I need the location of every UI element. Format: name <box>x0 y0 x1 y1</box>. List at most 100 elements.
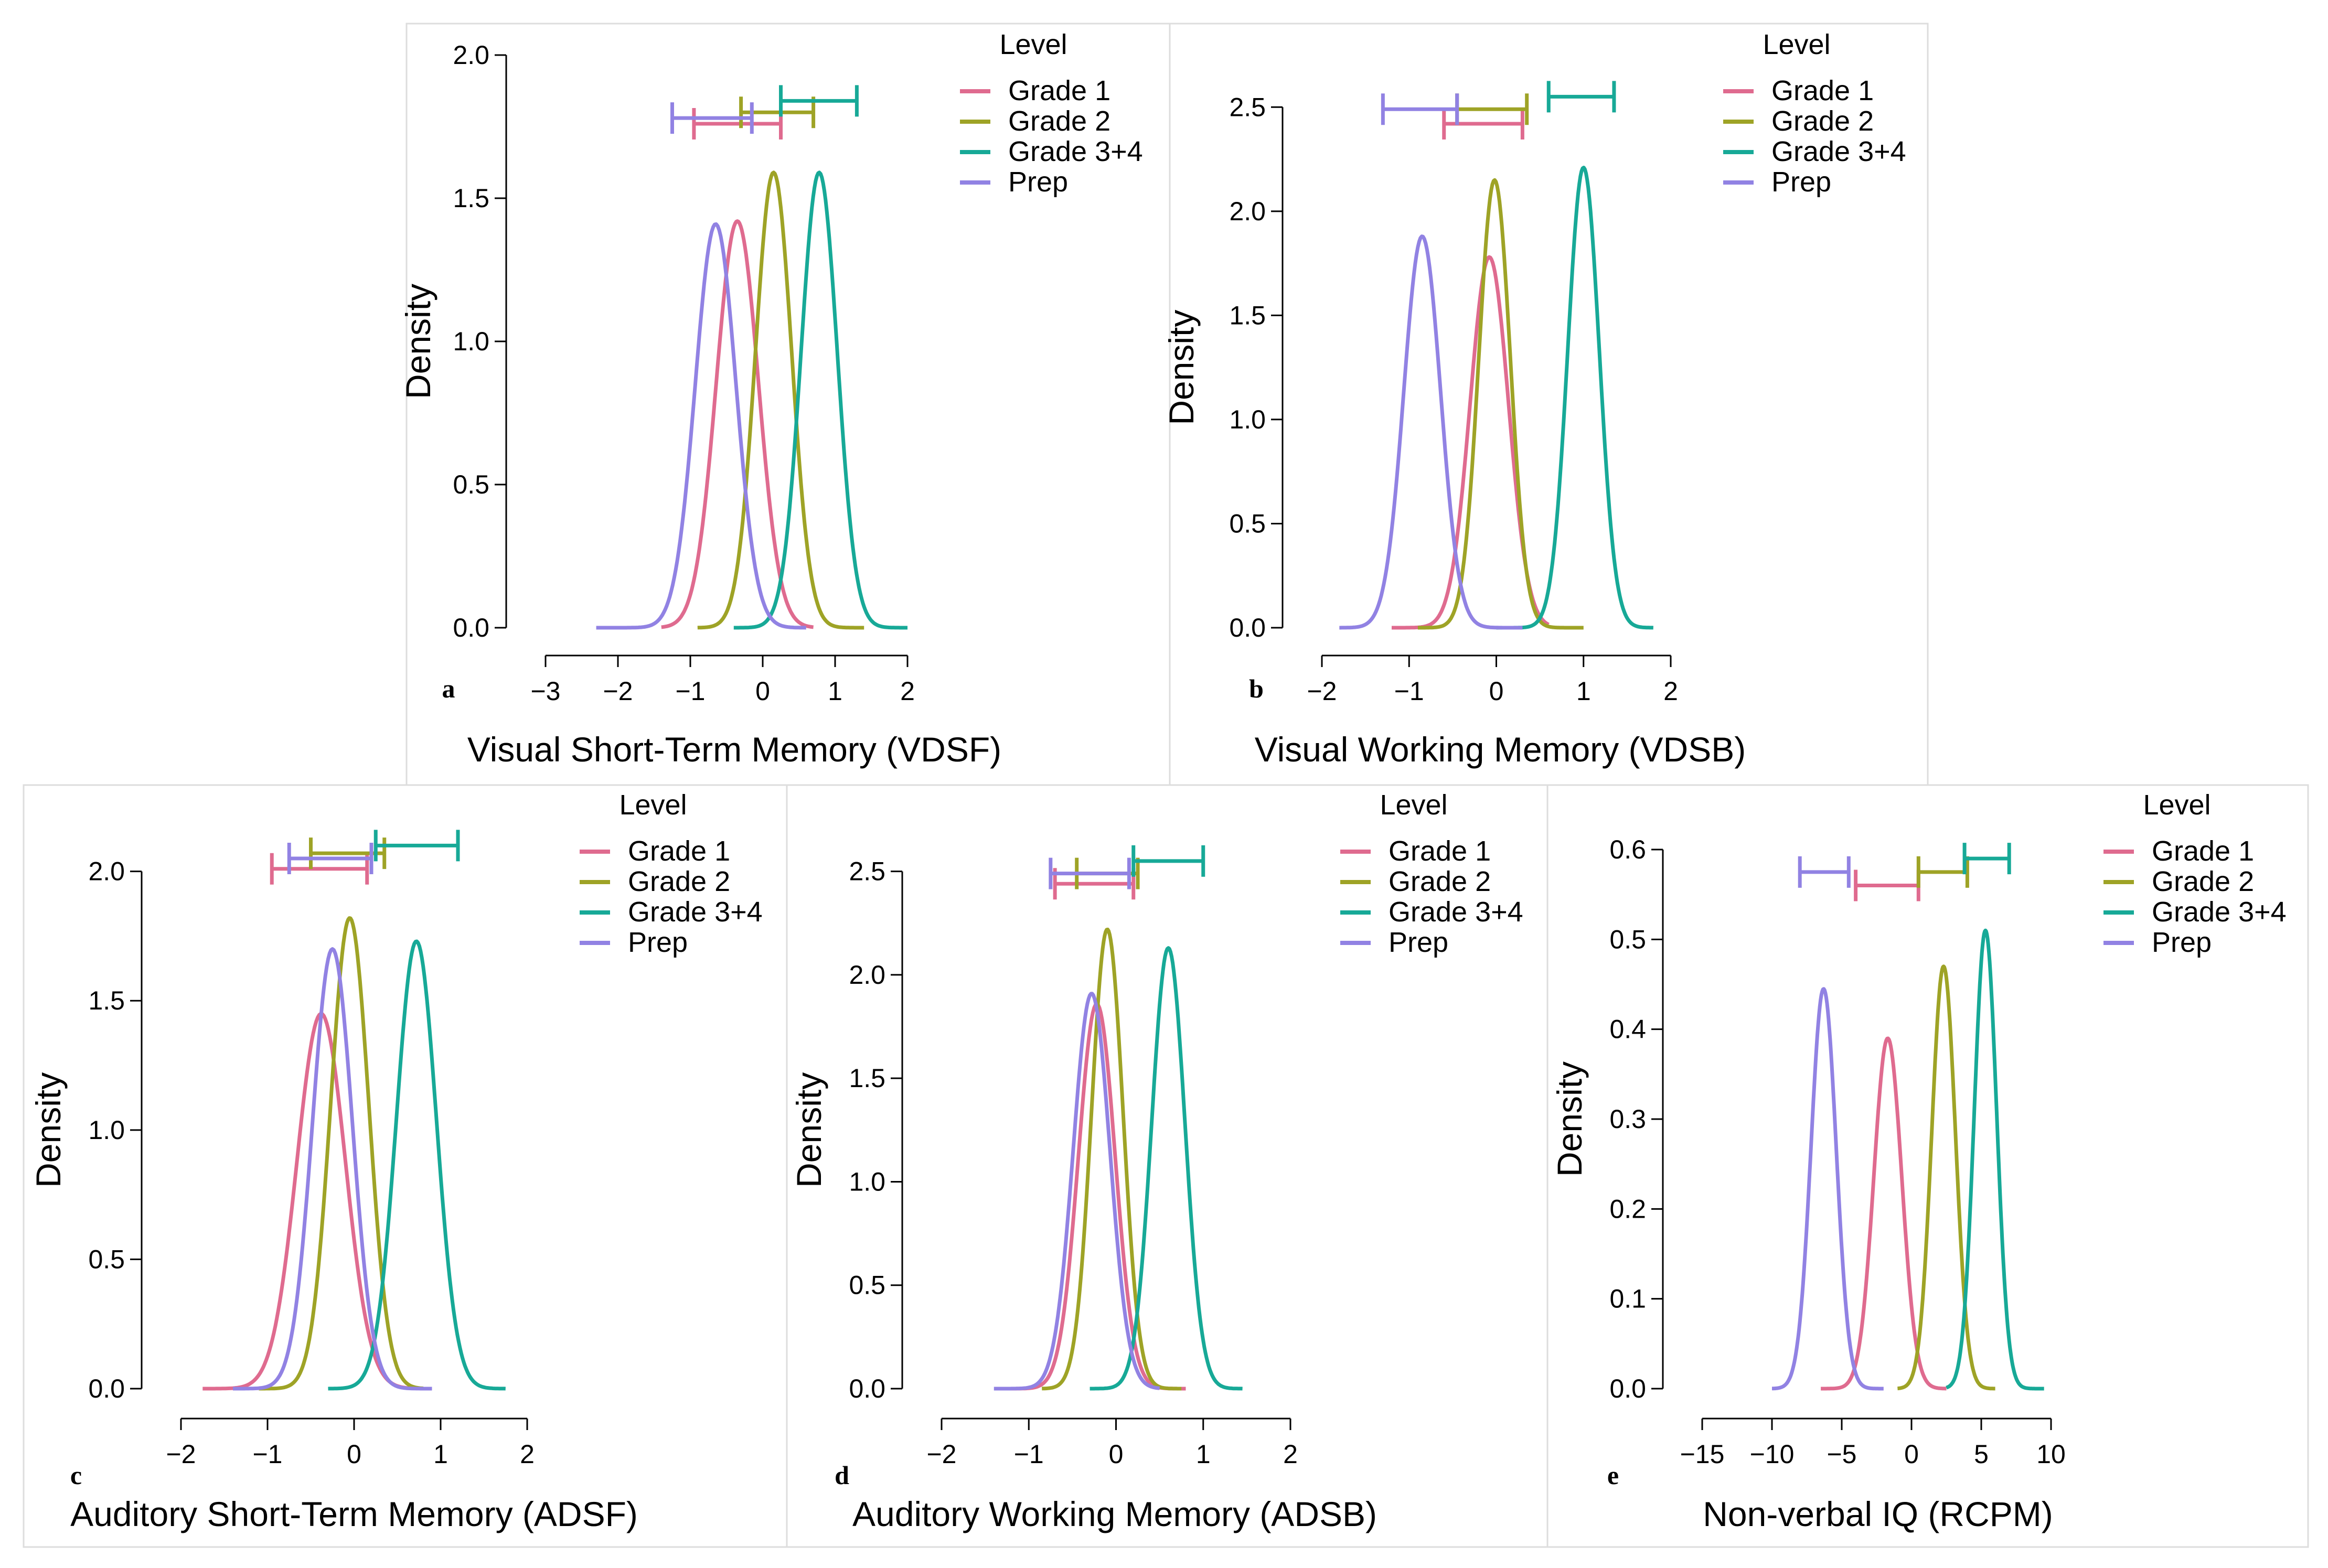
panel-label: d <box>835 1460 849 1490</box>
y-tick-label: 2.0 <box>849 960 885 990</box>
density-curve-prep <box>596 222 807 630</box>
legend-item-label: Grade 1 <box>1008 75 1110 106</box>
x-tick-label: −2 <box>1307 676 1337 706</box>
density-curve-grade-3-4 <box>1496 166 1654 630</box>
y-tick-label: 0.5 <box>849 1271 885 1300</box>
y-tick-label: 1.0 <box>849 1167 885 1196</box>
legend-item-label: Grade 1 <box>628 835 730 867</box>
legend-title: Level <box>999 29 1067 60</box>
legend-item-label: Grade 3+4 <box>1771 136 1906 167</box>
ci-bar-grade-2 <box>309 837 387 869</box>
ci-bar-prep <box>1049 857 1131 889</box>
panel-c: 0.0 0.5 1.0 1.5 2.0 −2 −1 0 1 2 Auditory Short-Ter… <box>29 789 763 1533</box>
density-curve-grade-3-4 <box>1945 928 2045 1391</box>
ci-bar-grade-3-4 <box>1131 845 1205 877</box>
x-tick-label: 1 <box>1196 1440 1211 1469</box>
panel-d: 0.0 0.5 1.0 1.5 2.0 2.5 −2 −1 0 1 2 Auditory Workin… <box>789 789 1523 1533</box>
legend-title: Level <box>1380 789 1447 821</box>
y-tick-label: 0.0 <box>1609 1374 1646 1403</box>
y-axis-label: Density <box>789 1072 828 1188</box>
panel-frame <box>1546 784 2309 1548</box>
density-curve-grade-2 <box>258 916 424 1391</box>
x-tick-label: −1 <box>675 676 705 706</box>
legend-title: Level <box>619 789 687 821</box>
x-axis-label: Non-verbal IQ (RCPM) <box>1703 1495 2053 1533</box>
y-tick-label: 1.5 <box>88 986 125 1015</box>
legend-item-label: Grade 3+4 <box>628 896 763 928</box>
x-tick-label: 0 <box>347 1440 361 1469</box>
x-tick-label: 2 <box>1663 676 1678 706</box>
legend-item-label: Grade 3+4 <box>1389 896 1523 928</box>
x-tick-label: −1 <box>1014 1440 1044 1469</box>
x-tick-label: 2 <box>1283 1440 1298 1469</box>
y-axis-label: Density <box>399 284 437 399</box>
ci-bar-prep <box>1381 93 1459 125</box>
y-axis-label: Density <box>1550 1061 1589 1177</box>
x-tick-label: −5 <box>1827 1440 1856 1469</box>
legend-item-label: Prep <box>2152 927 2212 958</box>
y-tick-label: 0.0 <box>453 613 489 642</box>
y-tick-label: 0.6 <box>1609 835 1646 864</box>
y-tick-label: 1.0 <box>1229 405 1266 434</box>
ci-bar-grade-3-4 <box>779 85 859 117</box>
density-curve-prep <box>1771 987 1885 1391</box>
x-tick-label: 2 <box>900 676 915 706</box>
legend-title: Level <box>2143 789 2210 821</box>
legend-title: Level <box>1763 29 1830 60</box>
ci-bar-prep <box>1798 856 1851 888</box>
x-tick-label: −1 <box>1394 676 1424 706</box>
ci-bar-grade-3-4 <box>1546 81 1616 113</box>
y-tick-label: 0.0 <box>88 1374 125 1403</box>
y-tick-label: 0.5 <box>453 470 489 499</box>
x-tick-label: 2 <box>520 1440 535 1469</box>
y-tick-label: 2.5 <box>849 857 885 886</box>
legend-item-label: Grade 2 <box>1008 105 1110 137</box>
legend-item-label: Prep <box>628 927 688 958</box>
legend-item-label: Grade 2 <box>1771 105 1874 137</box>
y-tick-label: 2.0 <box>453 40 489 70</box>
x-tick-label: −15 <box>1680 1440 1725 1469</box>
x-tick-label: 0 <box>1109 1440 1124 1469</box>
ci-bar-grade-2 <box>1455 93 1529 125</box>
y-tick-label: 1.0 <box>88 1115 125 1145</box>
y-tick-label: 0.2 <box>1609 1194 1646 1223</box>
density-curve-prep <box>232 947 433 1391</box>
ci-bar-grade-3-4 <box>1962 843 2011 875</box>
density-curve-grade-2 <box>1896 964 1996 1391</box>
panel-label: b <box>1249 674 1264 703</box>
x-tick-label: 0 <box>755 676 770 706</box>
panel-frames <box>23 23 2309 1548</box>
panel-a: 0.0 0.5 1.0 1.5 2.0 −3 −2 −1 0 1 2 Visual Short-Ter… <box>399 29 1143 769</box>
legend-item-label: Grade 3+4 <box>2152 896 2287 928</box>
legend-item-label: Prep <box>1771 166 1831 198</box>
x-axis-label: Auditory Short-Term Memory (ADSF) <box>70 1495 638 1533</box>
legend-item-label: Grade 1 <box>1771 75 1874 106</box>
y-tick-label: 0.5 <box>88 1244 125 1274</box>
y-tick-label: 0.4 <box>1609 1015 1646 1044</box>
ci-bar-prep <box>670 102 754 134</box>
y-tick-label: 2.0 <box>1229 197 1266 226</box>
x-tick-label: −10 <box>1750 1440 1795 1469</box>
x-axis-label: Auditory Working Memory (ADSB) <box>852 1495 1377 1533</box>
y-tick-label: 0.5 <box>1609 925 1646 954</box>
density-curve-prep <box>993 992 1160 1391</box>
y-tick-label: 0.3 <box>1609 1104 1646 1134</box>
y-tick-label: 1.5 <box>453 184 489 213</box>
y-tick-label: 0.1 <box>1609 1284 1646 1314</box>
x-tick-label: 0 <box>1489 676 1504 706</box>
legend-item-label: Grade 2 <box>1389 866 1491 897</box>
y-tick-label: 1.0 <box>453 327 489 356</box>
ci-bar-grade-2 <box>1916 856 1969 888</box>
x-tick-label: −2 <box>603 676 633 706</box>
x-tick-label: −3 <box>530 676 560 706</box>
panel-b: 0.0 0.5 1.0 1.5 2.0 2.5 −2 −1 0 1 2 Visual Working … <box>1162 29 1906 769</box>
panel-e: 0.0 0.1 0.2 0.3 0.4 0.5 0.6 −15 −10 −5 0 5 10 Non-ver… <box>1550 789 2287 1533</box>
y-axis-label: Density <box>29 1072 68 1188</box>
density-curve-prep <box>1339 234 1523 630</box>
x-tick-label: 1 <box>828 676 842 706</box>
density-curve-grade-3-4 <box>1089 946 1243 1391</box>
y-tick-label: 2.5 <box>1229 92 1266 122</box>
